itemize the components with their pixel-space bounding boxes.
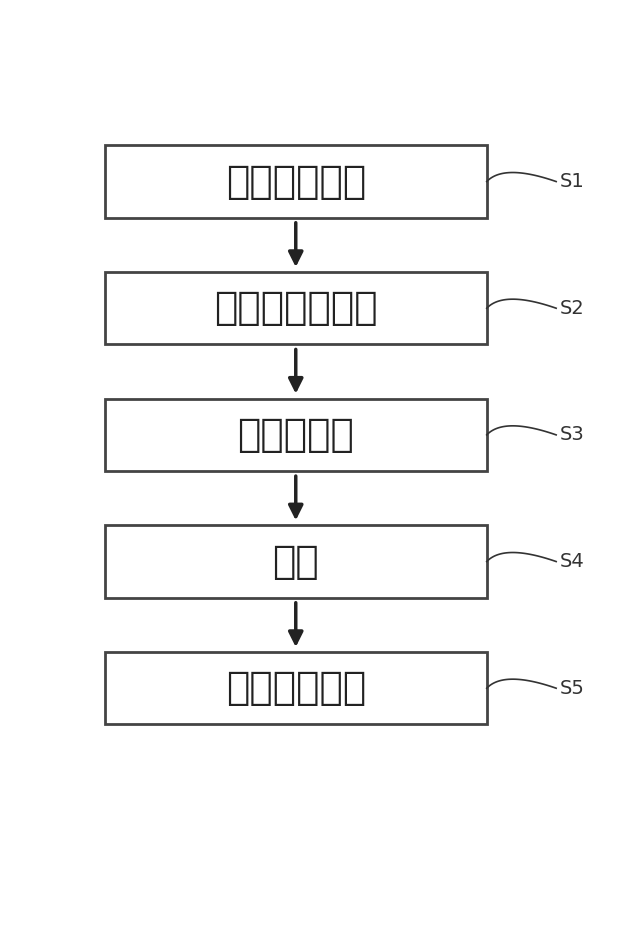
Text: S4: S4 <box>560 552 585 572</box>
Text: 拆除辅助合页: 拆除辅助合页 <box>226 669 366 707</box>
Text: 准备对接物项: 准备对接物项 <box>226 163 366 200</box>
Text: S2: S2 <box>560 299 585 318</box>
Text: 安装辅助连接件: 安装辅助连接件 <box>214 290 378 327</box>
Bar <box>105 399 486 471</box>
Bar <box>105 146 486 218</box>
Text: S5: S5 <box>560 679 585 697</box>
Bar <box>105 272 486 344</box>
Text: S1: S1 <box>560 172 585 191</box>
Bar <box>105 652 486 725</box>
Text: S3: S3 <box>560 426 585 445</box>
Text: 吸装及组对: 吸装及组对 <box>237 415 354 454</box>
Text: 连接: 连接 <box>273 542 319 581</box>
Bar <box>105 525 486 598</box>
